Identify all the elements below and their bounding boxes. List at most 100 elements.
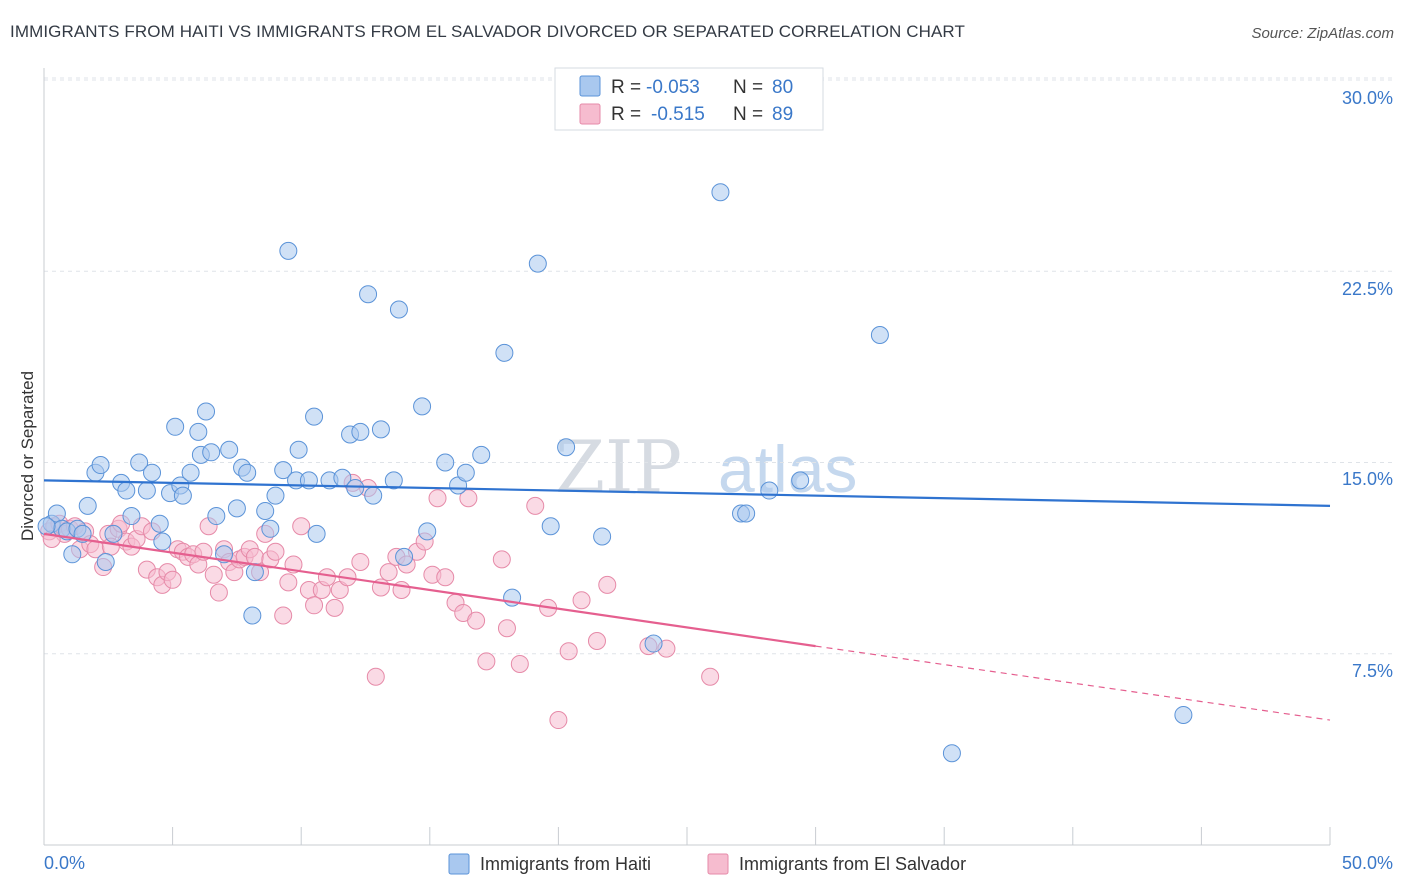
bottom-legend-haiti-label: Immigrants from Haiti	[480, 854, 651, 874]
haiti-point-24	[181, 463, 200, 482]
elsal-point-53	[325, 598, 344, 617]
elsal-point-46	[279, 573, 298, 592]
haiti-point-23	[173, 486, 192, 505]
elsal-point-84	[598, 575, 617, 594]
haiti-point-39	[266, 486, 285, 505]
x-tick-label-min: 0.0%	[44, 853, 85, 873]
haiti-point-25	[189, 422, 208, 441]
haiti-point-63	[472, 445, 491, 464]
legend-elsal-n-label: N =	[733, 104, 763, 125]
haiti-point-78	[1174, 705, 1193, 724]
bottom-legend-haiti-swatch	[448, 853, 470, 875]
axis-ticks	[43, 827, 1331, 845]
source-credit: Source: ZipAtlas.com	[1251, 25, 1394, 42]
elsal-point-80	[549, 711, 568, 730]
bottom-legend-elsal-swatch	[707, 853, 729, 875]
y-tick-label-15: 15.0%	[1342, 469, 1393, 489]
haiti-point-7	[78, 496, 97, 515]
y-tick-label-30: 30.0%	[1342, 88, 1393, 108]
haiti-point-68	[557, 438, 576, 457]
haiti-point-73	[737, 504, 756, 523]
elsal-point-68	[428, 489, 447, 508]
bottom-legend: Immigrants from Haiti Immigrants from El…	[448, 853, 966, 875]
elsal-point-48	[292, 517, 311, 536]
haiti-point-10	[96, 552, 115, 571]
y-tick-label-22-5: 22.5%	[1342, 279, 1393, 299]
watermark: ZIP atlas	[555, 425, 857, 509]
elsal-point-52	[317, 568, 336, 587]
haiti-point-52	[359, 285, 378, 304]
haiti-point-19	[153, 532, 172, 551]
haiti-point-9	[91, 456, 110, 475]
elsal-point-33	[209, 583, 228, 602]
haiti-point-16	[137, 481, 156, 500]
elsal-point-73	[467, 611, 486, 630]
haiti-point-11	[104, 524, 123, 543]
haiti-point-69	[593, 527, 612, 546]
bottom-legend-elsal-label: Immigrants from El Salvador	[739, 854, 966, 874]
haiti-point-58	[413, 397, 432, 416]
top-legend: R = -0.053 N = 80 R = -0.515 N = 89	[554, 67, 824, 131]
haiti-point-51	[351, 422, 370, 441]
legend-haiti-swatch	[579, 75, 601, 97]
haiti-point-17	[143, 463, 162, 482]
elsal-point-45	[274, 606, 293, 625]
haiti-point-56	[389, 300, 408, 319]
haiti-point-50	[346, 479, 365, 497]
haiti-trend-line	[43, 479, 1331, 507]
elsalvador-points	[40, 473, 720, 730]
elsal-trend-line	[43, 532, 816, 648]
elsal-point-78	[526, 496, 545, 515]
gridlines	[44, 77, 1393, 655]
haiti-point-32	[227, 499, 246, 518]
legend-haiti-r-label: R =	[611, 77, 641, 98]
haiti-point-70	[644, 634, 663, 653]
x-tick-label-max: 50.0%	[1342, 853, 1393, 873]
elsal-point-32	[204, 565, 223, 584]
haiti-point-37	[256, 501, 275, 520]
haiti-point-66	[528, 254, 547, 273]
elsal-point-77	[510, 654, 529, 673]
haiti-point-55	[384, 471, 403, 490]
haiti-point-45	[305, 407, 324, 426]
haiti-point-46	[307, 524, 326, 543]
elsal-point-44	[266, 542, 285, 561]
haiti-point-79	[37, 517, 56, 536]
haiti-point-53	[364, 486, 383, 505]
haiti-point-4	[63, 545, 82, 564]
haiti-point-71	[711, 183, 730, 202]
haiti-point-21	[166, 417, 185, 436]
elsal-point-74	[477, 652, 496, 671]
haiti-point-54	[371, 420, 390, 439]
haiti-point-13	[117, 481, 136, 500]
legend-elsal-swatch	[579, 103, 601, 125]
elsal-point-83	[587, 632, 606, 650]
haiti-point-18	[150, 514, 169, 533]
haiti-point-62	[456, 463, 475, 482]
haiti-point-57	[395, 547, 414, 566]
legend-haiti-r-value: -0.053	[646, 77, 700, 98]
elsal-point-24	[163, 570, 182, 589]
haiti-point-75	[791, 471, 810, 490]
haiti-point-59	[418, 522, 437, 541]
elsal-point-57	[351, 552, 370, 571]
elsal-point-87	[701, 667, 720, 686]
legend-haiti-n-value: 80	[772, 77, 793, 98]
haiti-point-60	[436, 453, 455, 472]
elsal-trend-line-dashed	[815, 645, 1331, 721]
haiti-point-31	[220, 440, 239, 459]
elsal-point-82	[572, 591, 591, 610]
haiti-point-40	[274, 461, 293, 480]
elsal-point-81	[559, 642, 578, 661]
y-tick-label-7-5: 7.5%	[1352, 661, 1393, 681]
haiti-point-14	[122, 507, 141, 526]
elsal-point-59	[366, 667, 385, 686]
legend-elsal-r-label: R =	[611, 104, 641, 125]
haiti-point-27	[197, 402, 216, 421]
elsal-point-75	[492, 550, 511, 569]
haiti-point-43	[289, 440, 308, 459]
legend-elsal-n-value: 89	[772, 104, 793, 125]
elsal-point-69	[436, 568, 455, 587]
haiti-point-29	[207, 507, 226, 526]
haiti-point-67	[541, 517, 560, 536]
